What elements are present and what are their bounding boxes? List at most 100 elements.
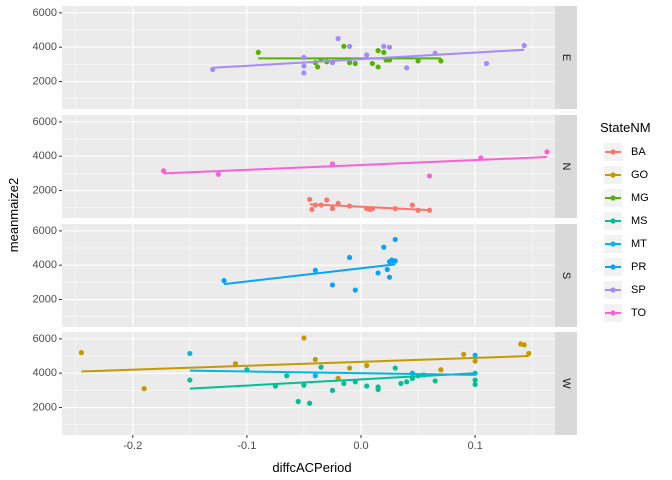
legend-item-MS: MS — [604, 212, 648, 230]
data-point-MS — [409, 375, 415, 381]
data-point-BA — [309, 206, 315, 213]
data-point-PR — [221, 278, 227, 284]
legend: StateNM BA GO MG MS MT PR SP TO — [600, 120, 651, 322]
legend-label-PR: PR — [631, 261, 646, 273]
data-point-SP — [386, 44, 393, 50]
data-point-MT — [472, 352, 478, 358]
data-point-MS — [392, 365, 398, 371]
legend-label-GO: GO — [631, 169, 649, 181]
y-tick-label: 4000 — [33, 41, 57, 53]
legend-label-TO: TO — [631, 307, 647, 319]
data-point-MS — [472, 381, 478, 387]
legend-key-point — [610, 195, 616, 201]
series-TO — [160, 149, 550, 179]
data-point-MS — [472, 377, 478, 383]
series-PR — [221, 236, 398, 293]
data-point-MS — [284, 373, 290, 379]
data-point-SP — [210, 66, 216, 73]
data-point-BA — [307, 196, 313, 203]
data-point-TO — [160, 168, 167, 174]
strip-background — [555, 332, 577, 435]
panel-S — [62, 224, 555, 327]
legend-item-TO: TO — [604, 304, 647, 322]
panel-background — [62, 332, 555, 435]
series-BA — [307, 196, 433, 213]
strip-E: E — [555, 6, 577, 109]
data-point-MS — [187, 377, 193, 383]
data-point-SP — [346, 43, 353, 49]
data-point-MG — [341, 43, 347, 49]
data-point-BA — [329, 205, 336, 212]
data-point-MS — [329, 387, 336, 393]
y-tick-label: 6000 — [33, 7, 57, 19]
data-point-GO — [301, 335, 307, 341]
data-point-MG — [315, 64, 321, 70]
data-point-SP — [301, 63, 307, 69]
legend-label-MS: MS — [631, 215, 648, 227]
strip-W: W — [555, 332, 577, 435]
data-point-MG — [375, 48, 381, 54]
data-point-GO — [438, 367, 444, 373]
legend-key-point — [610, 218, 616, 224]
data-point-SP — [364, 52, 370, 58]
data-point-BA — [312, 202, 318, 208]
data-point-MS — [364, 383, 370, 389]
x-axis: -0.2 -0.1 0.0 0.1 — [123, 435, 483, 452]
legend-item-MG: MG — [604, 189, 649, 207]
fit-line-GO — [81, 355, 529, 373]
data-point-SP — [404, 65, 410, 71]
data-point-MT — [312, 373, 318, 379]
legend-item-GO: GO — [604, 166, 649, 184]
legend-label-MG: MG — [631, 192, 649, 204]
strip-N: N — [555, 115, 577, 218]
data-point-GO — [472, 358, 478, 364]
y-tick-label: 2000 — [33, 401, 57, 413]
data-point-BA — [324, 197, 330, 203]
data-point-BA — [426, 207, 433, 213]
data-point-MS — [341, 380, 347, 387]
series-MS — [187, 364, 478, 406]
y-tick-label: 6000 — [33, 225, 57, 237]
data-point-MS — [272, 383, 279, 389]
legend-title: StateNM — [600, 120, 651, 135]
data-point-PR — [329, 282, 336, 288]
legend-key-point — [610, 149, 616, 155]
fit-line-PR — [223, 263, 396, 286]
data-point-MG — [346, 60, 353, 66]
y-axis-title: meanmaize2 — [6, 178, 21, 252]
data-point-TO — [215, 171, 221, 177]
panel-background — [62, 224, 555, 327]
data-point-MT — [409, 370, 415, 376]
data-point-BA — [409, 202, 415, 208]
data-point-MG — [386, 57, 393, 63]
data-point-MT — [187, 350, 193, 357]
legend-item-PR: PR — [604, 258, 646, 276]
data-point-PR — [392, 258, 398, 264]
fit-line-MT — [189, 369, 476, 376]
data-point-PR — [381, 244, 387, 250]
data-point-TO — [478, 155, 484, 161]
data-point-BA — [346, 203, 353, 209]
data-point-GO — [526, 350, 532, 357]
data-point-PR — [384, 266, 390, 273]
legend-label-BA: BA — [631, 146, 646, 158]
data-point-SP — [329, 60, 336, 66]
data-point-PR — [392, 236, 398, 243]
data-point-MG — [255, 49, 261, 55]
x-tick-label: -0.2 — [123, 440, 142, 452]
data-point-MG — [438, 58, 444, 64]
data-point-GO — [78, 350, 85, 356]
x-axis-title: diffcACPeriod — [272, 460, 351, 475]
facet-strips: E N S W — [555, 6, 577, 435]
fit-line-MS — [189, 372, 476, 390]
data-point-BA — [335, 200, 341, 207]
legend-key-point — [610, 241, 616, 247]
data-point-MG — [381, 49, 387, 55]
data-point-SP — [301, 54, 307, 61]
legend-item-BA: BA — [604, 143, 646, 161]
data-point-MS — [318, 364, 324, 370]
data-point-MS — [375, 384, 381, 390]
data-point-MG — [369, 60, 376, 67]
x-tick-label: -0.1 — [237, 440, 256, 452]
data-point-MS — [307, 400, 313, 406]
